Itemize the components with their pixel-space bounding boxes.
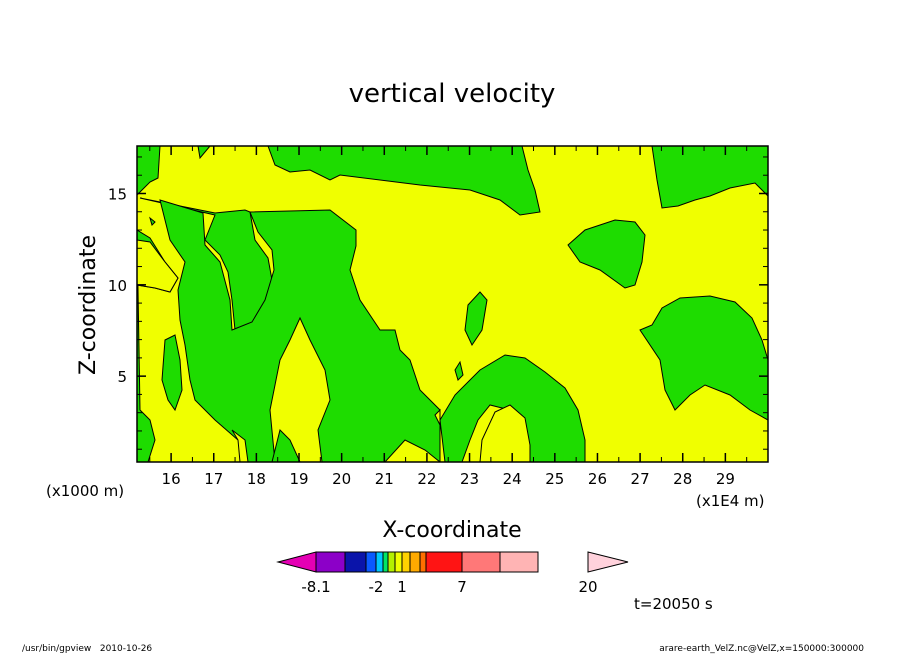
negative-region bbox=[639, 295, 768, 421]
x-tick-label: 25 bbox=[545, 470, 564, 488]
x-axis-label: X-coordinate bbox=[382, 518, 521, 543]
positive-island bbox=[231, 429, 249, 462]
x-tick-label: 17 bbox=[204, 470, 223, 488]
plot-frame bbox=[136, 145, 769, 463]
colorbar bbox=[276, 551, 629, 573]
negative-region bbox=[159, 199, 441, 462]
x-tick-label: 22 bbox=[417, 470, 436, 488]
x-tick-label: 23 bbox=[460, 470, 479, 488]
x-tick-label: 16 bbox=[162, 470, 181, 488]
colorbar-label: -2 bbox=[369, 578, 384, 596]
colorbar-segment bbox=[375, 551, 384, 573]
footer-program: /usr/bin/gpview 2010-10-26 bbox=[22, 644, 152, 654]
colorbar-segment bbox=[401, 551, 411, 573]
colorbar-segment bbox=[387, 551, 396, 573]
colorbar-max-triangle bbox=[587, 551, 629, 573]
y-tick-label: 10 bbox=[108, 277, 127, 295]
x-tick-label: 20 bbox=[332, 470, 351, 488]
y-tick-label: 15 bbox=[108, 185, 127, 203]
colorbar-min-triangle bbox=[276, 551, 317, 573]
colorbar-labels: -8.1 -2 1 7 20 bbox=[301, 578, 597, 596]
negative-region bbox=[651, 146, 768, 209]
colorbar-segment bbox=[315, 551, 346, 573]
colorbar-label: -8.1 bbox=[301, 578, 330, 596]
colorbar-label: 1 bbox=[397, 578, 407, 596]
x-unit-right: (x1E4 m) bbox=[696, 492, 765, 510]
x-tick-label: 28 bbox=[673, 470, 692, 488]
footer-source: arare-earth_VelZ.nc@VelZ,x=150000:300000 bbox=[659, 644, 864, 654]
y-axis-label: Z-coordinate bbox=[76, 235, 101, 375]
negative-region bbox=[137, 146, 541, 216]
negative-velocity-regions bbox=[137, 146, 768, 462]
negative-region bbox=[567, 219, 646, 289]
colorbar-label: 20 bbox=[578, 578, 597, 596]
time-label: t=20050 s bbox=[634, 595, 713, 613]
y-tick-label: 5 bbox=[117, 368, 127, 386]
negative-region bbox=[454, 360, 464, 381]
x-tick-label: 26 bbox=[588, 470, 607, 488]
colorbar-segment bbox=[344, 551, 367, 573]
x-tick-label: 24 bbox=[503, 470, 522, 488]
x-tick-label: 19 bbox=[289, 470, 308, 488]
x-unit-left: (x1000 m) bbox=[46, 482, 124, 500]
colorbar-segment bbox=[419, 551, 427, 573]
colorbar-label: 7 bbox=[457, 578, 467, 596]
negative-region bbox=[271, 429, 301, 462]
x-tick-label: 21 bbox=[375, 470, 394, 488]
negative-region bbox=[161, 334, 183, 412]
positive-island bbox=[434, 408, 441, 426]
colorbar-segment bbox=[409, 551, 421, 573]
x-tick-label: 29 bbox=[716, 470, 735, 488]
chart-title: vertical velocity bbox=[349, 79, 556, 109]
colorbar-segment bbox=[394, 551, 403, 573]
colorbar-segment bbox=[461, 551, 501, 573]
y-axis-ticks: 5 10 15 bbox=[108, 156, 768, 450]
positive-island bbox=[479, 404, 531, 462]
x-axis-ticks: 16 17 18 19 20 21 22 23 24 25 26 27 28 29 bbox=[149, 146, 748, 488]
x-tick-label: 27 bbox=[631, 470, 650, 488]
x-tick-label: 18 bbox=[247, 470, 266, 488]
colorbar-segment bbox=[382, 551, 389, 573]
colorbar-segment bbox=[425, 551, 463, 573]
negative-region bbox=[464, 291, 488, 347]
plot-area bbox=[137, 146, 768, 462]
negative-region bbox=[149, 216, 156, 226]
colorbar-segment bbox=[365, 551, 377, 573]
colorbar-segment bbox=[499, 551, 539, 573]
